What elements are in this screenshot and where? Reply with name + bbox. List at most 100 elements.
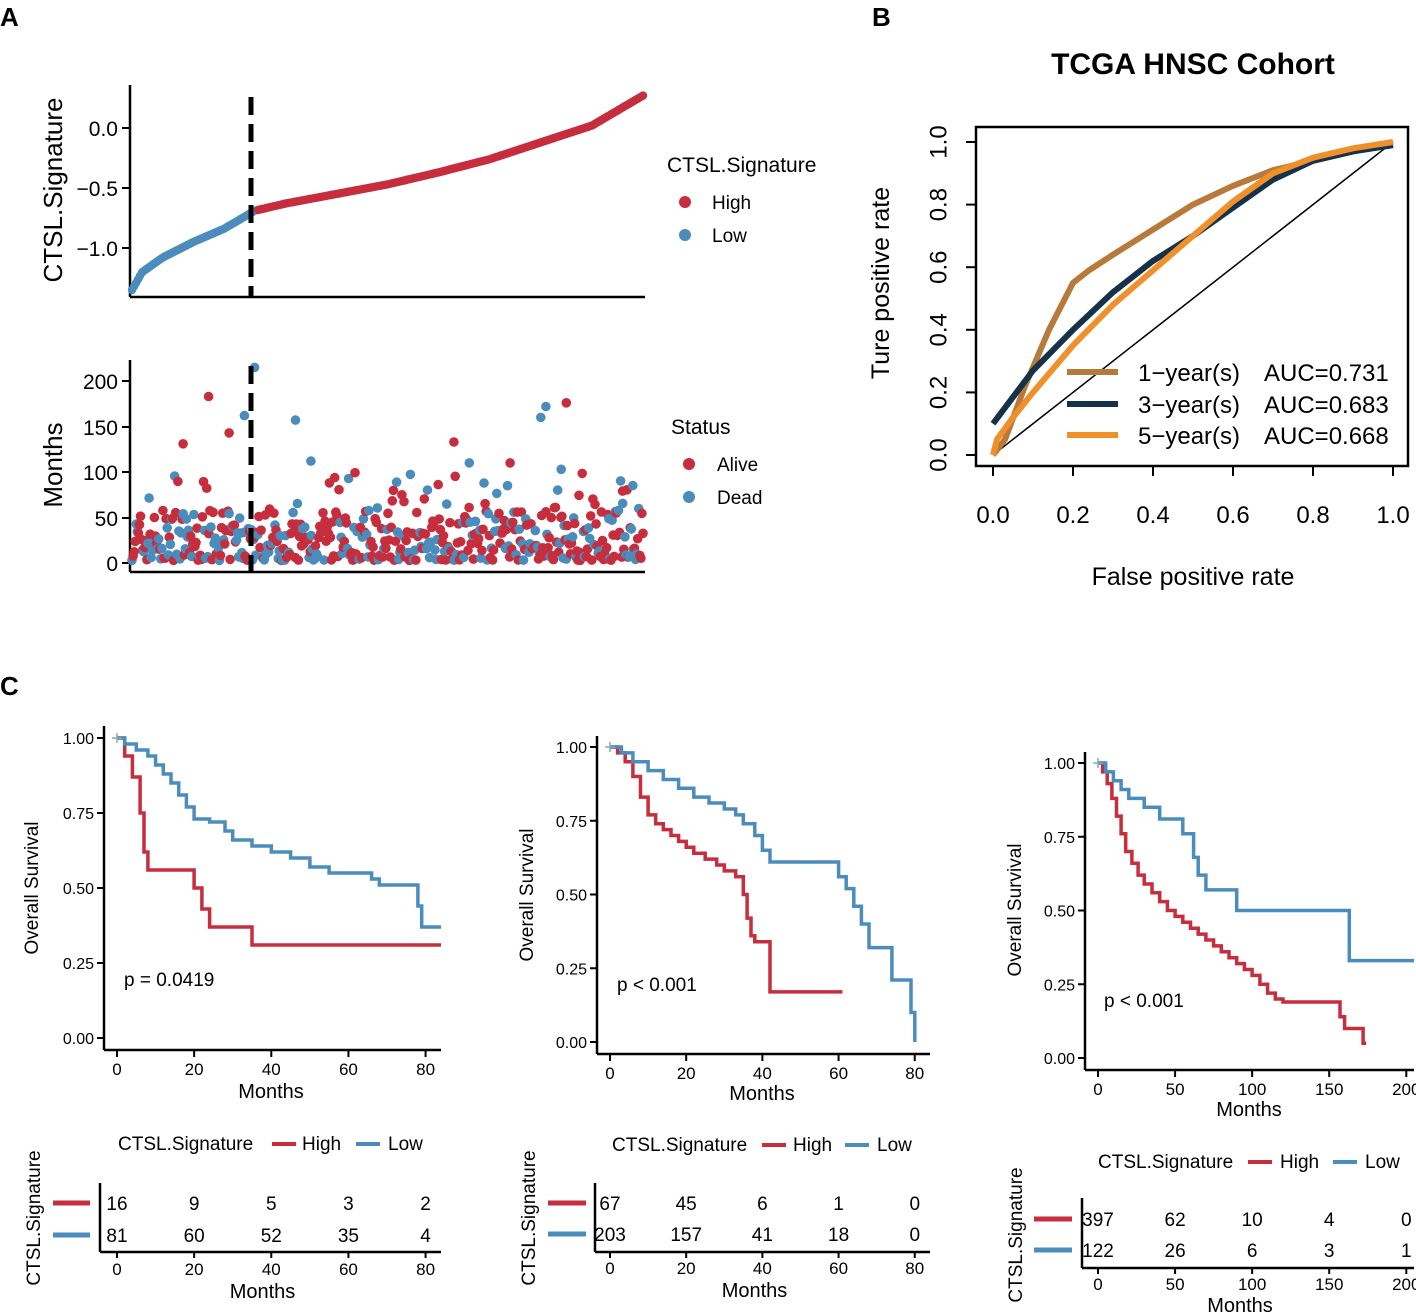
risk-table-xlabel: Months <box>230 1281 296 1303</box>
km-ytick-label: 0.25 <box>1044 977 1075 994</box>
risk-table-high-count: 2 <box>420 1194 431 1215</box>
survival-point <box>203 391 214 402</box>
survival-point <box>231 535 242 546</box>
time-ytick-1: 150 <box>83 417 118 440</box>
km-xtick-label: 200 <box>1392 1080 1416 1099</box>
survival-point <box>445 517 455 528</box>
survival-point <box>591 519 601 529</box>
risk-table-low-count: 157 <box>670 1225 702 1246</box>
survival-point <box>162 523 172 533</box>
risk-table-low-count: 122 <box>1082 1241 1114 1262</box>
survival-point <box>368 542 378 552</box>
survival-point <box>430 545 440 555</box>
survival-point <box>401 535 412 546</box>
roc-ytick-label: 0.6 <box>925 251 952 284</box>
roc-legend-5y-name: 5−year(s) <box>1138 423 1240 450</box>
survival-point <box>607 515 617 525</box>
km-curve-low <box>117 736 441 929</box>
risk-table-xtick-label: 0 <box>112 1260 121 1279</box>
risk-table-high-count: 397 <box>1082 1210 1114 1231</box>
survival-point <box>450 471 461 482</box>
km-censor-mark <box>112 733 122 743</box>
survival-point <box>191 537 201 548</box>
survival-point <box>327 517 338 527</box>
km-ylabel: Overall Survival <box>22 821 43 954</box>
survival-point <box>638 528 648 539</box>
km-curve-high <box>1098 761 1367 1046</box>
roc-x-ticks: 0.0 0.2 0.4 0.6 0.8 1.0 <box>976 466 1410 529</box>
panel-label-c: C <box>0 671 19 701</box>
km-ylabel: Overall Survival <box>517 828 538 961</box>
survival-point <box>543 542 553 553</box>
km-xtick-label: 80 <box>905 1064 924 1083</box>
survival-point <box>412 507 422 518</box>
survival-point <box>617 498 628 509</box>
roc-xtick-label: 0.6 <box>1216 502 1249 529</box>
survival-point <box>225 554 235 565</box>
survival-point <box>343 473 354 484</box>
risk-table-low-count: 0 <box>909 1225 920 1246</box>
survival-point <box>552 485 563 495</box>
survival-point <box>350 467 360 478</box>
survival-point <box>396 544 406 554</box>
km-xtick-label: 60 <box>339 1060 358 1079</box>
km-xtick-label: 60 <box>829 1064 848 1083</box>
km-ytick-label: 0.00 <box>556 1035 587 1052</box>
time-ytick-2: 100 <box>83 462 118 485</box>
survival-point <box>637 508 647 519</box>
risk-table-xtick-label: 100 <box>1238 1275 1266 1294</box>
risk-table-low-count: 60 <box>184 1226 205 1247</box>
roc-ytick-label: 0.0 <box>925 438 952 471</box>
survival-point <box>530 525 541 536</box>
km-censor-mark <box>1093 758 1103 768</box>
survival-point <box>597 535 608 546</box>
km-curve-high <box>610 745 843 994</box>
risk-score-plot: CTSL.Signature 0.0 −0.5 −1.0 CTSL.Signat… <box>38 85 816 299</box>
risk-table-high-count: 67 <box>599 1194 620 1215</box>
risk-table-xlabel: Months <box>722 1280 788 1302</box>
survival-point <box>399 496 409 507</box>
survival-point <box>153 534 164 544</box>
km-ytick-label: 0.75 <box>1044 830 1075 847</box>
status-legend-dead: Dead <box>717 488 762 509</box>
km-ytick-label: 0.25 <box>556 961 587 978</box>
survival-point <box>329 472 340 483</box>
risk-ytick-0: 0.0 <box>89 118 118 141</box>
risk-table-xtick-label: 80 <box>905 1259 924 1278</box>
risk-ytick-1: −0.5 <box>77 178 118 201</box>
status-legend-title: Status <box>671 416 731 439</box>
survival-point <box>494 508 504 519</box>
survival-point <box>387 496 398 506</box>
survival-point <box>149 512 160 523</box>
survival-point <box>628 480 638 491</box>
survival-point <box>164 532 175 542</box>
survival-point <box>377 552 388 562</box>
km-legend-high: High <box>793 1135 832 1156</box>
survival-point <box>290 415 301 425</box>
km-pvalue: p = 0.0419 <box>124 970 214 991</box>
roc-legend-1y-auc: AUC=0.731 <box>1264 360 1389 387</box>
survival-point <box>334 484 344 495</box>
survival-point <box>508 517 518 528</box>
survival-point <box>300 522 310 532</box>
km-plot-3: 0.000.250.500.751.000 50 100 150 200Overall … <box>1005 752 1416 1312</box>
risk-table-low-count: 52 <box>261 1226 282 1247</box>
survival-point <box>220 539 230 549</box>
risk-table-low-count: 4 <box>420 1226 431 1247</box>
risk-table-xlabel: Months <box>1207 1295 1273 1312</box>
survival-point <box>192 523 202 533</box>
risk-table-high-count: 16 <box>106 1194 127 1215</box>
survival-point <box>319 555 329 565</box>
km-legend-high: High <box>302 1134 341 1155</box>
risk-table-low-count: 18 <box>828 1225 849 1246</box>
roc-ytick-label: 0.8 <box>925 188 952 221</box>
survival-point <box>419 494 430 504</box>
risk-point <box>638 91 648 100</box>
km-ytick-label: 0.00 <box>1044 1051 1075 1068</box>
survival-point <box>422 485 433 495</box>
km-xtick-label: 40 <box>262 1060 281 1079</box>
km-censor-mark <box>605 742 615 752</box>
risk-score-ylabel: CTSL.Signature <box>38 98 68 283</box>
survival-point <box>617 486 628 496</box>
